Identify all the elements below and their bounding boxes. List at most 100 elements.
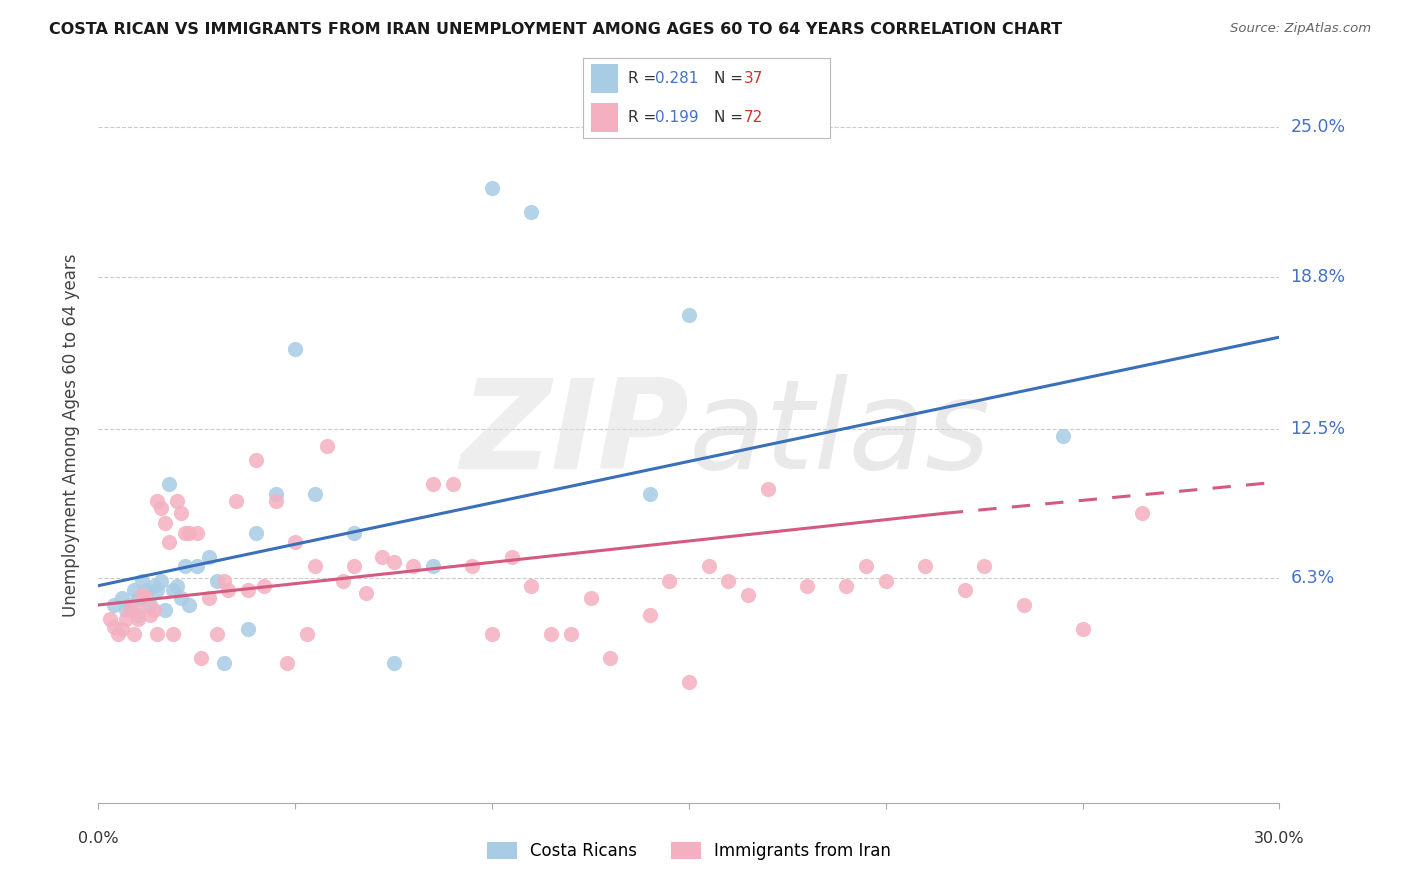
- Text: 12.5%: 12.5%: [1291, 420, 1346, 438]
- Point: [540, 627, 562, 641]
- Text: N =: N =: [714, 110, 748, 125]
- Point: [1012, 598, 1035, 612]
- Point: [157, 535, 180, 549]
- Bar: [591, 64, 619, 94]
- Point: [170, 591, 193, 605]
- Text: R =: R =: [627, 110, 661, 125]
- Point: [599, 651, 621, 665]
- Text: Source: ZipAtlas.com: Source: ZipAtlas.com: [1230, 22, 1371, 36]
- Point: [115, 603, 138, 617]
- Point: [127, 591, 149, 605]
- Point: [103, 620, 125, 634]
- Point: [131, 574, 153, 588]
- Point: [177, 525, 200, 540]
- Point: [520, 579, 543, 593]
- Point: [638, 487, 661, 501]
- Point: [354, 586, 377, 600]
- Point: [186, 525, 208, 540]
- Point: [155, 603, 177, 617]
- Point: [481, 627, 503, 641]
- Point: [162, 627, 184, 641]
- Point: [205, 574, 228, 588]
- Point: [245, 453, 267, 467]
- Point: [122, 583, 145, 598]
- Point: [1052, 429, 1074, 443]
- Point: [98, 612, 121, 626]
- Point: [127, 612, 149, 626]
- Text: 72: 72: [744, 110, 762, 125]
- Point: [142, 603, 165, 617]
- Point: [343, 525, 366, 540]
- Point: [304, 559, 326, 574]
- Point: [142, 579, 165, 593]
- Point: [166, 494, 188, 508]
- Text: COSTA RICAN VS IMMIGRANTS FROM IRAN UNEMPLOYMENT AMONG AGES 60 TO 64 YEARS CORRE: COSTA RICAN VS IMMIGRANTS FROM IRAN UNEM…: [49, 22, 1063, 37]
- Point: [150, 574, 173, 588]
- Point: [197, 549, 219, 564]
- Point: [855, 559, 877, 574]
- Point: [135, 583, 157, 598]
- Point: [174, 525, 197, 540]
- Point: [304, 487, 326, 501]
- Point: [264, 494, 287, 508]
- Point: [155, 516, 177, 530]
- Point: [481, 180, 503, 194]
- Point: [678, 309, 700, 323]
- Point: [1130, 506, 1153, 520]
- Point: [162, 583, 184, 598]
- Point: [315, 439, 337, 453]
- Point: [135, 591, 157, 605]
- Point: [343, 559, 366, 574]
- Point: [177, 598, 200, 612]
- Point: [245, 525, 267, 540]
- Point: [190, 651, 212, 665]
- Point: [174, 559, 197, 574]
- Point: [214, 574, 236, 588]
- Text: 37: 37: [744, 71, 763, 87]
- Point: [138, 607, 160, 622]
- Text: 0.281: 0.281: [655, 71, 699, 87]
- Point: [737, 588, 759, 602]
- Point: [697, 559, 720, 574]
- Point: [717, 574, 740, 588]
- Point: [295, 627, 318, 641]
- Point: [157, 477, 180, 491]
- Text: ZIP: ZIP: [460, 375, 689, 495]
- Point: [146, 494, 169, 508]
- Text: 6.3%: 6.3%: [1291, 569, 1334, 588]
- Text: 18.8%: 18.8%: [1291, 268, 1346, 285]
- Point: [236, 583, 259, 598]
- Point: [138, 598, 160, 612]
- Point: [756, 482, 779, 496]
- Point: [973, 559, 995, 574]
- Point: [146, 583, 169, 598]
- Text: N =: N =: [714, 71, 748, 87]
- Point: [186, 559, 208, 574]
- Point: [638, 607, 661, 622]
- Point: [111, 591, 134, 605]
- Point: [422, 559, 444, 574]
- Point: [225, 494, 247, 508]
- Point: [122, 627, 145, 641]
- Point: [658, 574, 681, 588]
- Point: [127, 603, 149, 617]
- Point: [217, 583, 239, 598]
- Point: [264, 487, 287, 501]
- Text: R =: R =: [627, 71, 661, 87]
- Text: 25.0%: 25.0%: [1291, 119, 1346, 136]
- Point: [150, 501, 173, 516]
- Point: [875, 574, 897, 588]
- Point: [953, 583, 976, 598]
- Point: [579, 591, 602, 605]
- Point: [170, 506, 193, 520]
- Point: [835, 579, 858, 593]
- Point: [382, 656, 405, 670]
- Point: [236, 622, 259, 636]
- Point: [118, 603, 141, 617]
- Point: [520, 204, 543, 219]
- Point: [284, 535, 307, 549]
- Point: [382, 555, 405, 569]
- Point: [146, 627, 169, 641]
- Point: [796, 579, 818, 593]
- Point: [560, 627, 582, 641]
